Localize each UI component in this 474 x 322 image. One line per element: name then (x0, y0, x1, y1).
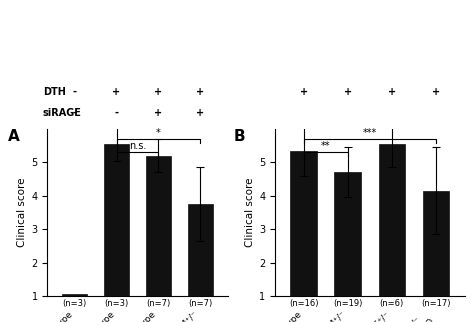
Text: A: A (8, 129, 19, 144)
Text: *: * (156, 128, 161, 137)
Text: +: + (344, 87, 352, 97)
Text: ***: *** (363, 128, 377, 137)
Text: -: - (73, 108, 77, 118)
Bar (188, 204, 213, 296)
Text: B: B (233, 129, 245, 144)
Text: +: + (155, 108, 163, 118)
Text: Wildtype: Wildtype (40, 309, 74, 322)
Text: (n=3): (n=3) (104, 299, 128, 308)
Text: n.s.: n.s. (129, 141, 146, 151)
Text: +: + (300, 87, 308, 97)
Bar (104, 144, 129, 296)
Text: +: + (155, 87, 163, 97)
Text: -: - (115, 108, 118, 118)
Y-axis label: Clinical score: Clinical score (17, 178, 27, 247)
Y-axis label: Clinical score: Clinical score (245, 178, 255, 247)
Bar (335, 172, 361, 296)
Text: (n=17): (n=17) (421, 299, 451, 308)
Text: ALCAM⁺/⁻: ALCAM⁺/⁻ (163, 309, 201, 322)
Bar (146, 156, 171, 296)
Text: Wildtype: Wildtype (124, 309, 158, 322)
Text: ALCAM⁺/⁻: ALCAM⁺/⁻ (310, 309, 347, 322)
Text: +: + (432, 87, 440, 97)
Text: siRAGE: siRAGE (43, 108, 82, 118)
Text: +: + (196, 108, 204, 118)
Text: -: - (73, 87, 77, 97)
Text: ALCAM⁺/⁻
RAGE⁺/⁻ DKO: ALCAM⁺/⁻ RAGE⁺/⁻ DKO (380, 309, 436, 322)
Text: +: + (112, 87, 120, 97)
Text: Wildtype: Wildtype (269, 309, 303, 322)
Text: Wildtype: Wildtype (82, 309, 117, 322)
Bar (379, 144, 405, 296)
Text: (n=7): (n=7) (188, 299, 212, 308)
Bar (62, 294, 87, 296)
Text: (n=3): (n=3) (63, 299, 87, 308)
Text: +: + (196, 87, 204, 97)
Text: **: ** (321, 141, 330, 151)
Text: (n=19): (n=19) (333, 299, 362, 308)
Text: +: + (388, 87, 396, 97)
Text: DTH: DTH (43, 87, 65, 97)
Text: (n=7): (n=7) (146, 299, 171, 308)
Bar (291, 151, 317, 296)
Text: (n=6): (n=6) (380, 299, 404, 308)
Text: RAGE⁺/⁻: RAGE⁺/⁻ (359, 309, 392, 322)
Text: (n=16): (n=16) (289, 299, 319, 308)
Bar (423, 191, 449, 296)
